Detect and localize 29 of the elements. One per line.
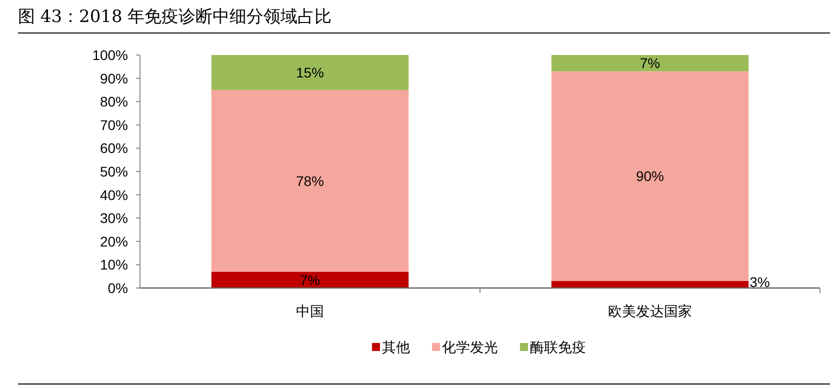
legend-label: 酶联免疫 [530, 339, 586, 355]
y-tick-label: 90% [100, 70, 128, 86]
data-label: 15% [296, 64, 324, 80]
bar [211, 90, 409, 272]
y-tick-label: 20% [100, 233, 128, 250]
data-label: 78% [296, 172, 324, 189]
bar [551, 281, 749, 288]
y-tick-label: 80% [100, 94, 128, 110]
data-label: 7% [640, 55, 660, 72]
bar [551, 55, 749, 72]
y-tick-label: 0% [108, 280, 128, 296]
y-tick-label: 100% [92, 47, 128, 63]
y-tick-label: 60% [100, 140, 128, 156]
chart-title: 图 43：2018 年免疫诊断中细分领域占比 [18, 7, 332, 27]
y-tick-label: 70% [100, 116, 128, 133]
bar [211, 272, 409, 288]
y-tick-label: 10% [100, 256, 128, 273]
x-tick-label: 欧美发达国家 [608, 303, 692, 319]
legend-label: 化学发光 [442, 339, 498, 355]
data-label: 7% [300, 272, 320, 288]
bar [211, 55, 409, 90]
legend-label: 其他 [382, 339, 410, 355]
y-tick-label: 30% [100, 210, 128, 226]
y-tick-label: 40% [100, 186, 128, 203]
y-tick-label: 50% [100, 164, 128, 180]
x-tick-label: 中国 [296, 303, 324, 319]
data-label: 3% [750, 274, 770, 290]
bar [551, 71, 749, 282]
data-label: 90% [636, 168, 664, 184]
